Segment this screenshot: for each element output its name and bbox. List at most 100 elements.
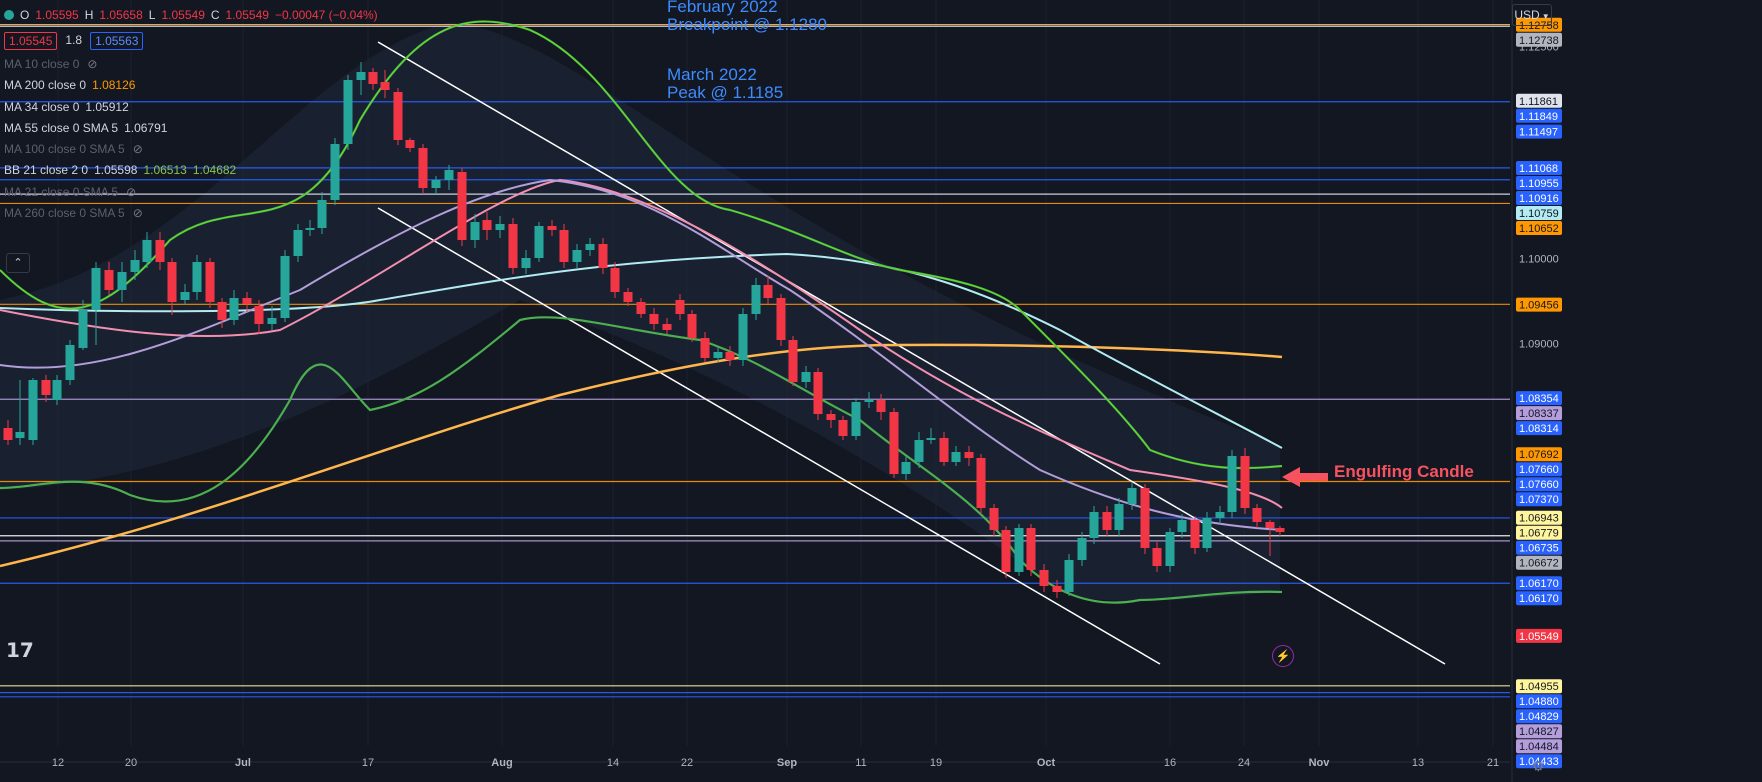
eye-off-icon[interactable]: ⊘ — [126, 184, 137, 199]
price-label-text: 1.06170 — [1519, 593, 1559, 605]
flash-icon[interactable]: ⚡ — [1272, 645, 1294, 667]
price-label-text: 1.04484 — [1519, 741, 1559, 753]
candle-body — [28, 380, 38, 440]
candle-body — [1265, 522, 1275, 528]
price-label-box — [1516, 739, 1562, 754]
price-label-text: 1.08314 — [1519, 423, 1559, 435]
price-label-box — [1516, 161, 1562, 176]
collapse-legend-button[interactable]: ⌃ — [6, 253, 30, 273]
candle-body — [1052, 586, 1062, 592]
indicator-name: MA 200 close 0 — [4, 78, 87, 93]
candle-body — [1275, 528, 1285, 532]
candle-body — [1102, 512, 1112, 530]
annotation-february-detail: Breakpoint @ 1.1280 — [667, 15, 827, 34]
candle-body — [330, 144, 340, 200]
candle-body — [356, 72, 366, 80]
price-label-box — [1516, 221, 1562, 236]
indicator-row[interactable]: MA 260 close 0 SMA 5 ⊘ — [4, 203, 236, 224]
annotation-engulfing-candle: Engulfing Candle — [1334, 462, 1474, 481]
price-label-box — [1516, 510, 1562, 525]
price-label-text: 1.04827 — [1519, 726, 1559, 738]
trend-channel-upper — [377, 41, 1446, 665]
time-tick-label: Oct — [1037, 757, 1056, 769]
annotation-march-detail: Peak @ 1.1185 — [667, 83, 783, 102]
indicator-row[interactable]: MA 34 close 0 1.05912 — [4, 97, 236, 118]
indicator-value: 1.06513 — [143, 163, 187, 178]
price-label-box — [1516, 421, 1562, 436]
time-tick-label: 20 — [125, 757, 137, 769]
bb-lower-line — [0, 316, 1283, 604]
candle-body — [1039, 570, 1049, 586]
ohlc-low-value: 1.05549 — [161, 8, 205, 22]
indicator-name: MA 21 close 0 SMA 5 — [4, 184, 119, 199]
candle-body — [41, 380, 51, 395]
price-label-text: 1.09456 — [1519, 300, 1559, 312]
price-label-box — [1516, 93, 1562, 108]
candle-body — [700, 338, 710, 358]
candle-body — [217, 302, 227, 320]
bb-mid-line — [0, 178, 1283, 531]
eye-off-icon[interactable]: ⊘ — [132, 206, 143, 221]
eye-off-icon[interactable]: ⊘ — [132, 142, 143, 157]
tradingview-logo[interactable]: 𝟭𝟳 — [6, 640, 34, 662]
indicator-row[interactable]: MA 100 close 0 SMA 5 ⊘ — [4, 139, 236, 160]
candle-body — [229, 298, 239, 320]
candle-body — [776, 298, 786, 340]
eye-off-icon[interactable]: ⊘ — [87, 57, 98, 71]
ma200-line — [0, 343, 1283, 568]
price-label-box — [1516, 176, 1562, 191]
candle-body — [393, 92, 403, 140]
candle-body — [180, 292, 190, 300]
candle-body — [192, 262, 202, 292]
candle-body — [117, 272, 127, 290]
candle-body — [1152, 548, 1162, 566]
candle-body — [1001, 530, 1011, 572]
candle-body — [405, 140, 415, 148]
buy-button[interactable]: 1.05563 — [90, 32, 144, 50]
price-label-box — [1516, 32, 1562, 47]
price-label-text: 1.07370 — [1519, 494, 1559, 506]
price-label-text: 1.08354 — [1519, 393, 1559, 405]
price-label-box — [1516, 540, 1562, 555]
time-tick-label: 13 — [1412, 757, 1424, 769]
candle-body — [976, 458, 986, 508]
candle-body — [926, 438, 936, 440]
candle-body — [763, 285, 773, 298]
annotation-february-title: February 2022 — [667, 0, 778, 16]
candle-body — [585, 244, 595, 250]
indicator-value: 1.05912 — [85, 99, 129, 114]
candle-body — [964, 452, 974, 458]
candle-body — [457, 172, 467, 240]
price-label-box — [1516, 124, 1562, 139]
price-label-text: 1.11861 — [1519, 96, 1558, 108]
time-tick-label: Sep — [777, 757, 797, 769]
candle-body — [610, 268, 620, 292]
gear-icon[interactable]: ⚙ — [1532, 758, 1545, 774]
sell-button[interactable]: 1.05545 — [4, 32, 58, 50]
candle-body — [104, 270, 114, 290]
time-tick-label: 21 — [1487, 757, 1499, 769]
indicator-row[interactable]: MA 200 close 0 1.08126 — [4, 75, 236, 96]
currency-selector[interactable]: USD ▼ — [1512, 4, 1552, 26]
price-label-box — [1516, 108, 1562, 123]
time-tick-label: 12 — [52, 757, 64, 769]
candle-body — [675, 300, 685, 314]
candle-body — [368, 72, 378, 84]
indicator-row[interactable]: MA 21 close 0 SMA 5 ⊘ — [4, 182, 236, 203]
price-label-text: 1.04880 — [1519, 696, 1559, 708]
indicator-row[interactable]: MA 10 close 0 ⊘ — [4, 54, 236, 75]
price-label-text: 1.12738 — [1519, 35, 1559, 47]
time-tick-label: 16 — [1164, 757, 1176, 769]
candle-body — [1089, 512, 1099, 538]
indicator-row[interactable]: BB 21 close 2 0 1.05598 1.06513 1.04682 — [4, 160, 236, 181]
candle-body — [65, 345, 75, 380]
indicator-name: MA 10 close 0 — [4, 57, 80, 71]
ohlc-close-label: C — [210, 8, 220, 22]
candle-body — [713, 352, 723, 358]
indicator-row[interactable]: MA 55 close 0 SMA 5 1.06791 — [4, 118, 236, 139]
candle-body — [343, 80, 353, 144]
candle-body — [444, 170, 454, 180]
ohlc-change: −0.00047 (−0.04%) — [274, 8, 378, 22]
